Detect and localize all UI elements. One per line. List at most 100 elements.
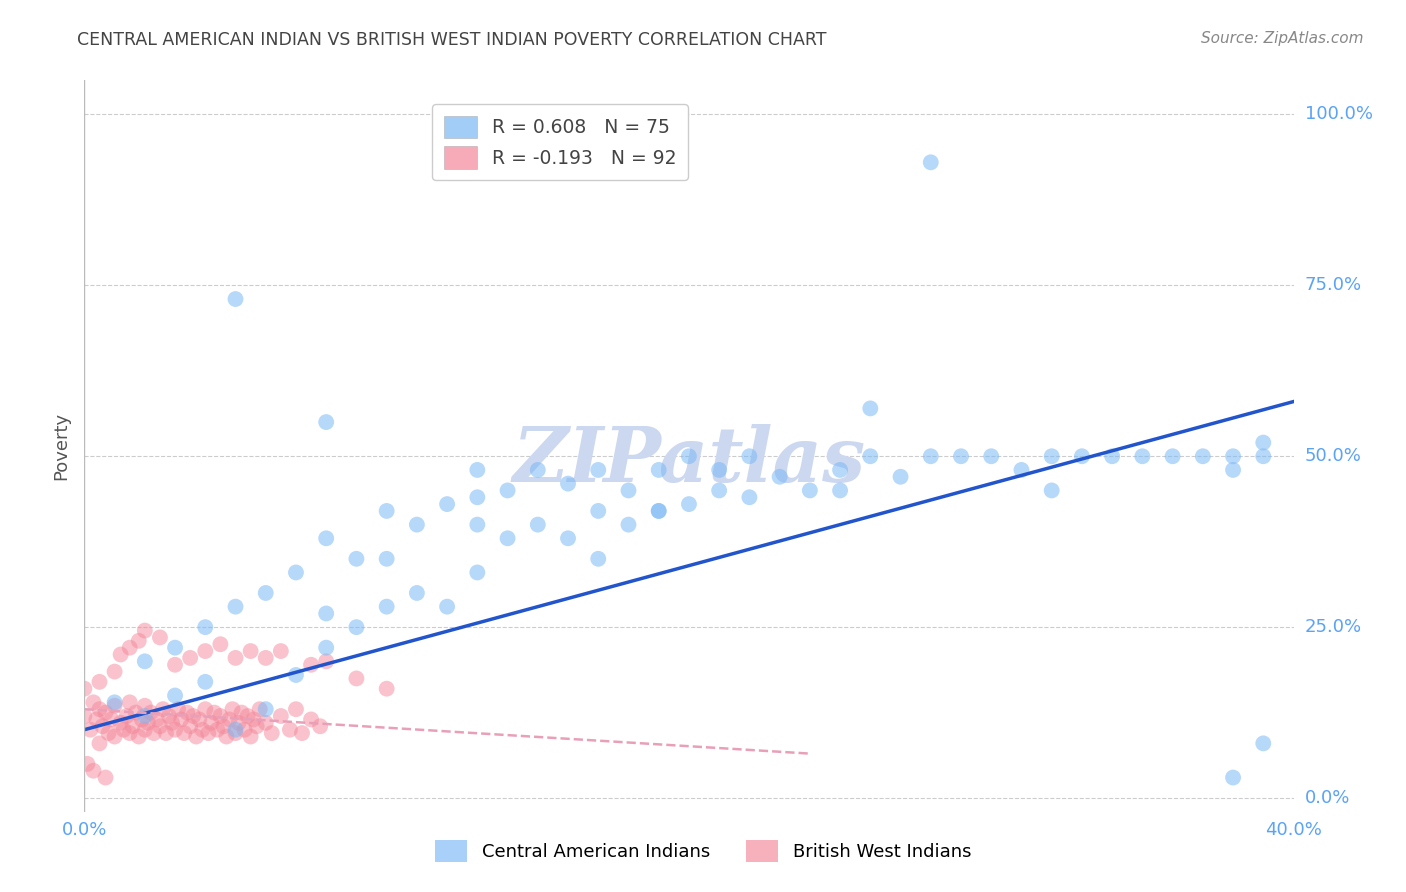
- Point: [149, 631, 172, 645]
- Point: [346, 672, 368, 686]
- Point: [270, 644, 292, 658]
- Point: [82, 764, 104, 778]
- Point: [118, 695, 141, 709]
- Point: [254, 715, 277, 730]
- Point: [194, 702, 217, 716]
- Point: [1253, 435, 1275, 450]
- Point: [738, 490, 761, 504]
- Point: [617, 483, 640, 498]
- Point: [315, 531, 337, 545]
- Point: [285, 668, 308, 682]
- Point: [194, 674, 217, 689]
- Legend: Central American Indians, British West Indians: Central American Indians, British West I…: [427, 833, 979, 870]
- Point: [89, 736, 111, 750]
- Point: [157, 709, 180, 723]
- Point: [91, 719, 114, 733]
- Point: [260, 726, 283, 740]
- Point: [79, 723, 101, 737]
- Point: [1040, 483, 1063, 498]
- Text: ZIPatlas: ZIPatlas: [512, 424, 866, 498]
- Point: [285, 566, 308, 580]
- Point: [89, 702, 111, 716]
- Point: [920, 155, 942, 169]
- Point: [155, 726, 177, 740]
- Point: [73, 709, 96, 723]
- Point: [246, 719, 269, 733]
- Point: [527, 517, 550, 532]
- Text: 25.0%: 25.0%: [1305, 618, 1362, 636]
- Point: [225, 651, 247, 665]
- Point: [139, 706, 162, 720]
- Point: [859, 401, 882, 416]
- Point: [1130, 449, 1153, 463]
- Point: [191, 723, 214, 737]
- Point: [467, 463, 489, 477]
- Point: [218, 713, 240, 727]
- Point: [254, 586, 277, 600]
- Point: [799, 483, 821, 498]
- Text: 50.0%: 50.0%: [1305, 447, 1361, 466]
- Point: [315, 640, 337, 655]
- Point: [179, 651, 201, 665]
- Point: [270, 709, 292, 723]
- Point: [209, 637, 232, 651]
- Point: [131, 713, 153, 727]
- Point: [346, 551, 368, 566]
- Point: [200, 715, 222, 730]
- Point: [165, 657, 187, 672]
- Point: [136, 715, 159, 730]
- Y-axis label: Poverty: Poverty: [52, 412, 70, 480]
- Point: [239, 644, 262, 658]
- Point: [1161, 449, 1184, 463]
- Point: [134, 654, 156, 668]
- Point: [221, 702, 243, 716]
- Point: [315, 654, 337, 668]
- Point: [375, 681, 398, 696]
- Point: [152, 702, 174, 716]
- Point: [118, 640, 141, 655]
- Point: [225, 599, 247, 614]
- Point: [104, 698, 127, 713]
- Point: [134, 709, 156, 723]
- Point: [1222, 463, 1244, 477]
- Point: [436, 497, 458, 511]
- Point: [527, 463, 550, 477]
- Point: [225, 726, 247, 740]
- Point: [709, 463, 731, 477]
- Point: [110, 648, 132, 662]
- Point: [134, 698, 156, 713]
- Point: [496, 531, 519, 545]
- Point: [588, 504, 610, 518]
- Point: [228, 715, 250, 730]
- Point: [231, 706, 253, 720]
- Point: [110, 715, 132, 730]
- Point: [100, 713, 122, 727]
- Point: [73, 681, 96, 696]
- Point: [97, 726, 120, 740]
- Point: [1192, 449, 1215, 463]
- Point: [278, 723, 301, 737]
- Point: [830, 463, 852, 477]
- Point: [194, 644, 217, 658]
- Point: [212, 719, 235, 733]
- Point: [709, 483, 731, 498]
- Point: [1253, 736, 1275, 750]
- Point: [86, 713, 108, 727]
- Point: [859, 449, 882, 463]
- Text: CENTRAL AMERICAN INDIAN VS BRITISH WEST INDIAN POVERTY CORRELATION CHART: CENTRAL AMERICAN INDIAN VS BRITISH WEST …: [77, 31, 827, 49]
- Point: [315, 415, 337, 429]
- Point: [436, 599, 458, 614]
- Point: [769, 469, 792, 483]
- Point: [980, 449, 1002, 463]
- Point: [1101, 449, 1123, 463]
- Point: [233, 723, 256, 737]
- Point: [76, 756, 98, 771]
- Point: [557, 476, 579, 491]
- Point: [179, 719, 201, 733]
- Point: [467, 566, 489, 580]
- Point: [202, 706, 225, 720]
- Point: [104, 665, 127, 679]
- Point: [1071, 449, 1094, 463]
- Point: [239, 730, 262, 744]
- Point: [557, 531, 579, 545]
